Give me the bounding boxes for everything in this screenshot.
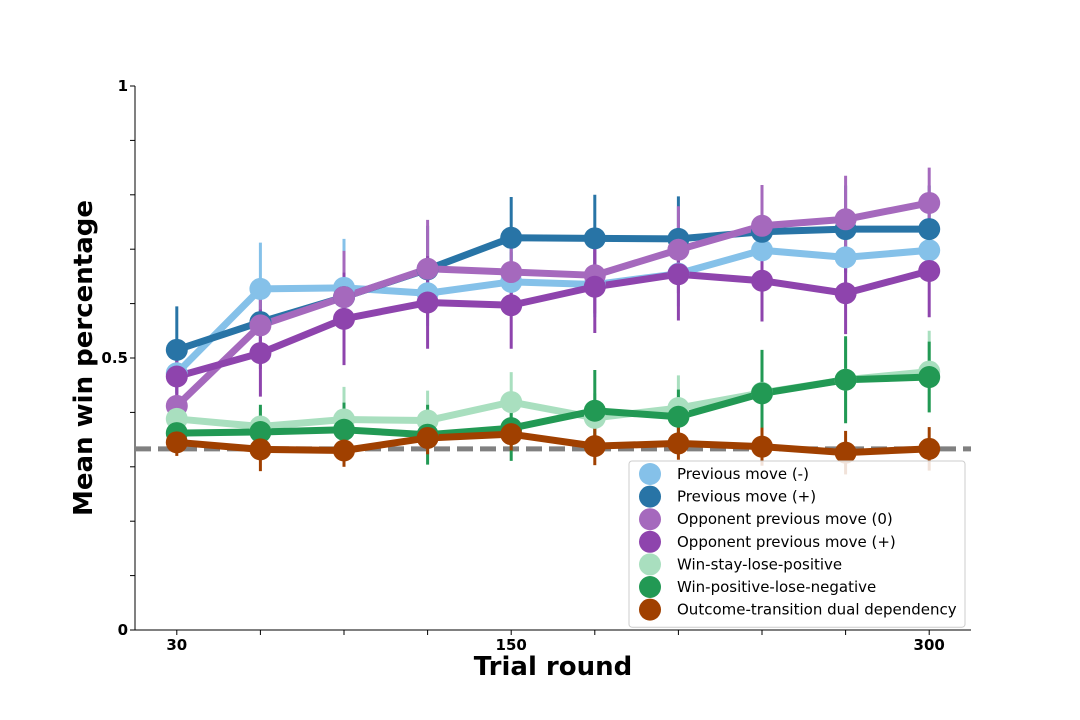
legend: Previous move (-) Previous move (+) Oppone… xyxy=(628,460,966,628)
data-point xyxy=(416,291,439,314)
legend-marker xyxy=(639,576,661,598)
series-markers xyxy=(165,191,941,464)
data-point xyxy=(249,420,272,443)
data-point xyxy=(165,338,188,361)
data-point xyxy=(249,314,272,337)
data-point xyxy=(416,257,439,280)
data-point xyxy=(583,435,606,458)
data-point xyxy=(667,263,690,286)
data-point xyxy=(667,405,690,428)
data-point xyxy=(500,294,523,317)
x-tick-label: 150 xyxy=(496,636,527,654)
data-point xyxy=(500,226,523,249)
data-point xyxy=(918,191,941,214)
legend-marker xyxy=(639,463,661,485)
legend-label: Win-positive-lose-negative xyxy=(677,578,876,596)
data-point xyxy=(918,259,941,282)
series-line xyxy=(174,199,930,409)
data-point xyxy=(834,246,857,269)
series-line xyxy=(174,246,930,376)
x-axis-title: Trial round xyxy=(474,652,632,682)
data-point xyxy=(834,441,857,464)
data-point xyxy=(583,227,606,250)
data-point xyxy=(333,418,355,441)
legend-label: Previous move (-) xyxy=(677,465,809,483)
data-point xyxy=(918,239,941,262)
data-point xyxy=(667,238,690,261)
data-point xyxy=(165,365,188,388)
data-point xyxy=(918,218,941,241)
legend-box xyxy=(628,460,966,628)
legend-label: Previous move (+) xyxy=(677,488,816,506)
data-point xyxy=(834,282,857,305)
legend-marker xyxy=(639,598,661,621)
data-point xyxy=(751,435,773,458)
legend-marker xyxy=(639,530,661,553)
data-point xyxy=(416,426,439,449)
data-point xyxy=(500,423,523,446)
series-lines xyxy=(174,199,931,457)
data-point xyxy=(249,438,272,461)
data-point xyxy=(333,307,355,330)
data-point xyxy=(500,391,523,414)
legend-marker xyxy=(639,508,661,531)
legend-label: Win-stay-lose-positive xyxy=(677,555,842,573)
data-point xyxy=(834,368,857,391)
legend-label: Opponent previous move (+) xyxy=(677,533,896,551)
x-tick-label: 300 xyxy=(914,636,945,654)
y-tick-label: 1 xyxy=(118,77,128,95)
data-point xyxy=(751,214,773,237)
data-point xyxy=(834,208,857,231)
data-point xyxy=(500,261,523,284)
axes: 0 0.5 1 30 150 300 xyxy=(101,77,971,654)
legend-label: Outcome-transition dual dependency xyxy=(677,601,957,619)
series-line xyxy=(176,373,930,439)
data-point xyxy=(165,431,188,454)
data-point xyxy=(249,342,272,365)
data-point xyxy=(333,439,355,462)
y-axis-title: Mean win percentage xyxy=(69,200,99,516)
y-tick-label: 0.5 xyxy=(101,349,128,367)
legend-marker xyxy=(639,553,661,576)
data-point xyxy=(918,437,941,460)
y-tick-label: 0 xyxy=(118,621,128,639)
data-point xyxy=(751,269,773,292)
data-point xyxy=(333,286,355,309)
data-point xyxy=(751,382,773,405)
data-point xyxy=(751,239,773,262)
series-line xyxy=(175,267,931,380)
data-point xyxy=(583,275,606,298)
data-point xyxy=(583,399,606,422)
series-line xyxy=(176,430,930,457)
legend-marker xyxy=(639,485,661,508)
data-point xyxy=(249,277,272,300)
legend-label: Opponent previous move (0) xyxy=(677,510,893,528)
x-tick-label: 30 xyxy=(166,636,187,654)
data-point xyxy=(667,432,690,455)
data-point xyxy=(918,366,941,389)
